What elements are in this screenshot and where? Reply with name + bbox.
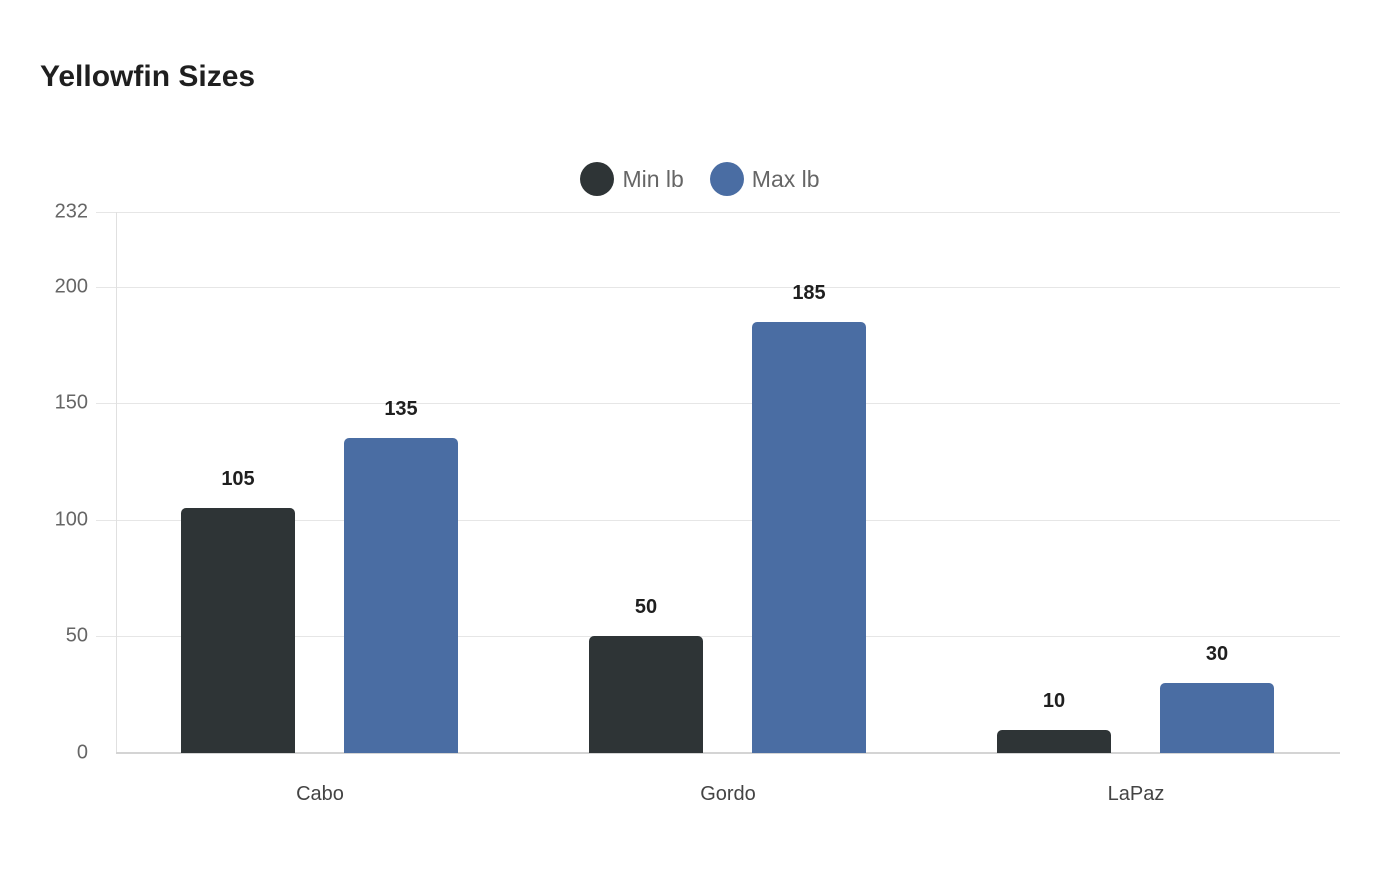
data-label: 105 [221,468,255,491]
y-tick-label: 150 [54,391,88,414]
bar-gordo-max[interactable] [752,321,866,753]
x-axis [116,752,1340,754]
bar-cabo-min[interactable] [181,508,295,753]
bar-lapaz-min[interactable] [997,729,1111,753]
gridline [96,636,1340,638]
y-axis [116,212,117,753]
y-tick-label: 200 [54,275,88,298]
legend-label: Min lb [622,165,684,192]
legend-label: Max lb [751,165,820,192]
data-label: 10 [1042,689,1066,712]
x-tick-label: LaPaz [1107,783,1165,805]
legend-dot-icon [580,162,615,196]
gridline [96,519,1340,521]
legend-dot-icon [709,162,744,196]
legend: Min lb Max lb [0,162,1400,196]
bar-lapaz-max[interactable] [1160,683,1274,753]
y-tick-label: 50 [65,624,88,647]
y-tick-label: 232 [54,200,88,223]
chart-title: Yellowfin Sizes [40,60,256,93]
x-tick-label: Cabo [296,783,344,805]
data-label: 185 [792,281,826,304]
x-tick-label: Gordo [700,783,756,805]
y-tick-label: 0 [76,741,88,764]
plot-area: 0 50 100 150 200 232 105 135 Cabo 50 185 Gordo 10 30 L… [55,201,1340,805]
data-label: 135 [384,398,418,421]
gridline [96,403,1340,405]
y-tick-label: 100 [54,508,88,531]
bar-cabo-max[interactable] [344,438,458,753]
data-label: 50 [634,596,658,619]
data-label: 30 [1205,643,1229,666]
gridline [96,212,1340,213]
gridline [96,286,1340,288]
legend-item-max[interactable]: Max lb [709,162,820,196]
bar-gordo-min[interactable] [589,636,703,753]
legend-item-min[interactable]: Min lb [580,162,684,196]
